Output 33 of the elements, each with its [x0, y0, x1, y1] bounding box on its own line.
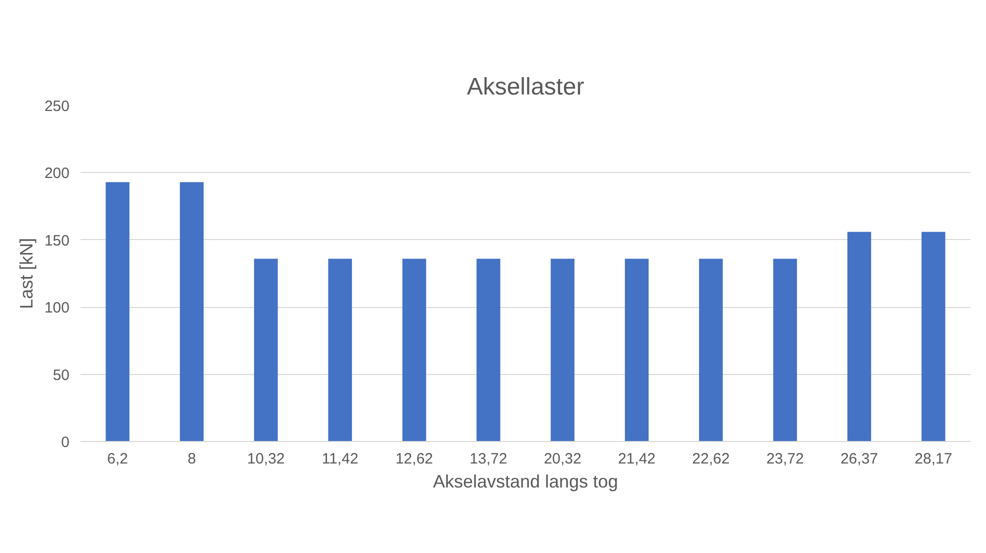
- x-tick-label: 23,72: [766, 450, 804, 468]
- bar: [402, 258, 426, 442]
- bar: [180, 182, 204, 442]
- y-axis-title: Last [kN]: [16, 238, 36, 310]
- bar: [106, 182, 130, 442]
- bar: [254, 258, 278, 442]
- bar: [773, 258, 797, 442]
- bar: [550, 258, 574, 442]
- x-tick-label: 28,17: [914, 450, 952, 468]
- bar: [624, 258, 649, 442]
- y-tick-label: 150: [44, 232, 70, 250]
- y-tick-label: 50: [52, 366, 70, 384]
- bar: [699, 258, 723, 442]
- x-tick-label: 13,72: [470, 450, 508, 468]
- x-tick-label: 22,62: [692, 450, 730, 468]
- x-tick-label: 10,32: [247, 450, 285, 468]
- x-tick-label: 11,42: [322, 450, 358, 468]
- x-tick-label: 12,62: [395, 450, 434, 468]
- y-tick-label: 250: [44, 98, 70, 115]
- bar: [476, 258, 500, 442]
- x-tick-label: 21,42: [618, 450, 656, 468]
- y-tick-label: 200: [44, 165, 70, 182]
- y-tick-label: 100: [44, 300, 70, 317]
- x-axis-title: Akselavstand langs tog: [432, 472, 618, 492]
- bar: [328, 258, 352, 442]
- chart-title: Aksellaster: [466, 74, 584, 100]
- x-tick-label: 6,2: [107, 450, 128, 468]
- x-tick-label: 20,32: [544, 450, 582, 468]
- bar: [922, 232, 946, 442]
- x-tick-label: 26,37: [840, 450, 878, 468]
- y-tick-label: 0: [61, 434, 70, 451]
- bar: [847, 232, 872, 442]
- x-tick-label: 8: [188, 450, 196, 468]
